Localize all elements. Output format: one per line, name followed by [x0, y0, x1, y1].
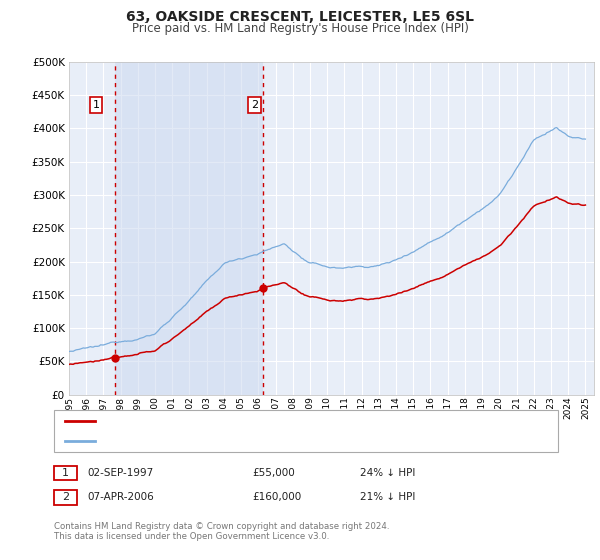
Text: £160,000: £160,000: [252, 492, 301, 502]
Text: 2: 2: [62, 492, 69, 502]
Text: HPI: Average price, detached house, Leicester: HPI: Average price, detached house, Leic…: [99, 436, 325, 446]
Text: 63, OAKSIDE CRESCENT, LEICESTER, LE5 6SL: 63, OAKSIDE CRESCENT, LEICESTER, LE5 6SL: [126, 10, 474, 24]
Text: Contains HM Land Registry data © Crown copyright and database right 2024.
This d: Contains HM Land Registry data © Crown c…: [54, 522, 389, 542]
Bar: [115, 62, 263, 395]
Text: 02-SEP-1997: 02-SEP-1997: [88, 468, 154, 478]
Text: 24% ↓ HPI: 24% ↓ HPI: [360, 468, 415, 478]
Text: 1: 1: [62, 468, 69, 478]
Text: 21% ↓ HPI: 21% ↓ HPI: [360, 492, 415, 502]
Text: 1: 1: [92, 100, 100, 110]
Text: £55,000: £55,000: [252, 468, 295, 478]
Text: Price paid vs. HM Land Registry's House Price Index (HPI): Price paid vs. HM Land Registry's House …: [131, 22, 469, 35]
Text: 2: 2: [251, 100, 258, 110]
Text: 07-APR-2006: 07-APR-2006: [88, 492, 154, 502]
Text: 63, OAKSIDE CRESCENT, LEICESTER, LE5 6SL (detached house): 63, OAKSIDE CRESCENT, LEICESTER, LE5 6SL…: [99, 417, 409, 426]
